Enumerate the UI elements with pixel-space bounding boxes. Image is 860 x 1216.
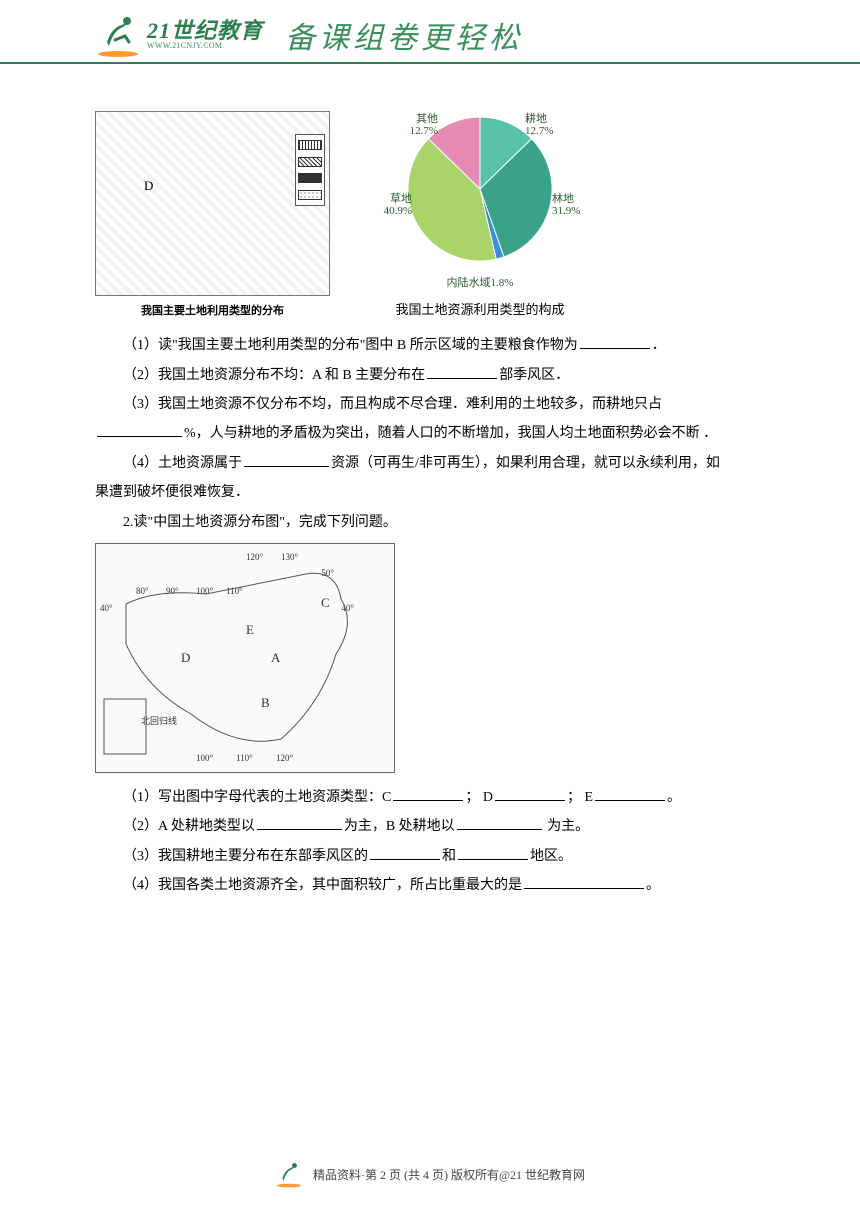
q1-4a: （4）土地资源属于 资源（可再生/非可再生），如果利用合理，就可以永续利用，如 <box>95 449 765 478</box>
runner-icon <box>95 12 141 58</box>
runner-icon <box>275 1160 303 1188</box>
answer-blank[interactable] <box>244 450 329 467</box>
q2-2: （2）A 处耕地类型以 为主，B 处耕地以 为主。 <box>95 812 765 841</box>
answer-blank[interactable] <box>393 784 463 801</box>
text: （4）我国各类土地资源齐全，其中面积较广，所占比重最大的是 <box>123 878 522 893</box>
answer-blank[interactable] <box>458 843 528 860</box>
answer-blank[interactable] <box>257 814 342 831</box>
map-legend <box>295 134 325 206</box>
china-map-2: 120° 130° 50° 40° 40° 80° 90° 100° 110° … <box>95 543 395 773</box>
answer-blank[interactable] <box>580 333 650 350</box>
text: 果遭到破坏便很难恢复． <box>95 485 249 500</box>
text: （1）读"我国主要土地利用类型的分布"图中 B 所示区域的主要粮食作物为 <box>123 338 578 353</box>
legend-swatch <box>298 157 322 167</box>
answer-blank[interactable] <box>495 784 565 801</box>
answer-blank[interactable] <box>97 421 182 438</box>
q1-3a: （3）我国土地资源不仅分布不均，而且构成不尽合理．难利用的土地较多，而耕地只占 <box>95 390 765 419</box>
text: 为主，B 处耕地以 <box>344 819 455 834</box>
pie-chart: 耕地12.7% 林地31.9% 内陆水域1.8% 草地40.9% 其他12.7% <box>350 94 610 294</box>
logo-subtitle: WWW.21CNJY.COM <box>147 42 263 50</box>
text: ； D <box>465 790 493 805</box>
map1-caption: 我国主要土地利用类型的分布 <box>95 300 330 323</box>
page-header: 21世纪教育 WWW.21CNJY.COM 备课组卷更轻松 <box>0 0 860 64</box>
china-map-placeholder: D <box>95 111 330 296</box>
q1-1: （1）读"我国主要土地利用类型的分布"图中 B 所示区域的主要粮食作物为 ． <box>95 331 765 360</box>
text: ． <box>652 338 666 353</box>
legend-swatch <box>298 140 322 150</box>
answer-blank[interactable] <box>595 784 665 801</box>
q1-2: （2）我国土地资源分布不均：A 和 B 主要分布在 部季风区． <box>95 361 765 390</box>
logo-block: 21世纪教育 WWW.21CNJY.COM <box>95 12 263 58</box>
text: （2）A 处耕地类型以 <box>123 819 255 834</box>
pie-caption: 我国土地资源利用类型的构成 <box>350 296 610 323</box>
svg-text:耕地12.7%: 耕地12.7% <box>525 111 553 137</box>
text: ； E <box>567 790 593 805</box>
page-footer: 精品资料·第 2 页 (共 4 页) 版权所有@21 世纪教育网 <box>0 1160 860 1188</box>
answer-blank[interactable] <box>370 843 440 860</box>
answer-blank[interactable] <box>524 872 644 889</box>
svg-text:林地31.9%: 林地31.9% <box>552 191 580 217</box>
q2-1: （1）写出图中字母代表的土地资源类型：C ； D ； E 。 <box>95 783 765 812</box>
text: （4）土地资源属于 <box>123 456 242 471</box>
svg-text:其他12.7%: 其他12.7% <box>410 112 438 137</box>
q2-3: （3）我国耕地主要分布在东部季风区的 和 地区。 <box>95 842 765 871</box>
answer-blank[interactable] <box>427 362 497 379</box>
text: 资源（可再生/非可再生），如果利用合理，就可以永续利用，如 <box>331 456 720 471</box>
q1-3b: %，人与耕地的矛盾极为突出，随着人口的不断增加，我国人均土地面积势必会不断 ． <box>95 419 765 448</box>
text: 为主。 <box>544 819 590 834</box>
text: （2）我国土地资源分布不均：A 和 B 主要分布在 <box>123 368 425 383</box>
figures-row: D 我国主要土地利用类型的分布 耕地12.7% 林地31.9% 内陆水域1.8% 草地… <box>95 94 765 323</box>
text: （1）写出图中字母代表的土地资源类型：C <box>123 790 391 805</box>
footer-text: 精品资料·第 2 页 (共 4 页) 版权所有@21 世纪教育网 <box>313 1166 585 1183</box>
q2-title: 2.读"中国土地资源分布图"，完成下列问题。 <box>95 508 765 537</box>
map2-outline <box>96 544 396 774</box>
page-content: D 我国主要土地利用类型的分布 耕地12.7% 林地31.9% 内陆水域1.8% 草地… <box>0 64 860 901</box>
answer-blank[interactable] <box>457 814 542 831</box>
text: 。 <box>667 790 681 805</box>
svg-text:内陆水域1.8%: 内陆水域1.8% <box>447 275 514 289</box>
text: %，人与耕地的矛盾极为突出，随着人口的不断增加，我国人均土地面积势必会不断 ． <box>184 426 717 441</box>
text: （3）我国土地资源不仅分布不均，而且构成不尽合理．难利用的土地较多，而耕地只占 <box>123 397 662 412</box>
map1-letter-d: D <box>144 172 153 199</box>
q1-4b: 果遭到破坏便很难恢复． <box>95 478 765 507</box>
header-slogan: 备课组卷更轻松 <box>285 13 523 57</box>
text: 。 <box>646 878 660 893</box>
logo-text: 21世纪教育 WWW.21CNJY.COM <box>147 20 263 50</box>
map-figure-1: D 我国主要土地利用类型的分布 <box>95 111 330 323</box>
text: （3）我国耕地主要分布在东部季风区的 <box>123 849 368 864</box>
text: 和 <box>442 849 456 864</box>
q2-4: （4）我国各类土地资源齐全，其中面积较广，所占比重最大的是 。 <box>95 871 765 900</box>
text: 地区。 <box>530 849 572 864</box>
logo-title: 21世纪教育 <box>147 20 263 42</box>
text: 部季风区． <box>499 368 569 383</box>
pie-figure: 耕地12.7% 林地31.9% 内陆水域1.8% 草地40.9% 其他12.7% 我国土… <box>350 94 610 323</box>
svg-text:草地40.9%: 草地40.9% <box>384 192 412 217</box>
legend-swatch <box>298 173 322 183</box>
legend-swatch <box>298 190 322 200</box>
